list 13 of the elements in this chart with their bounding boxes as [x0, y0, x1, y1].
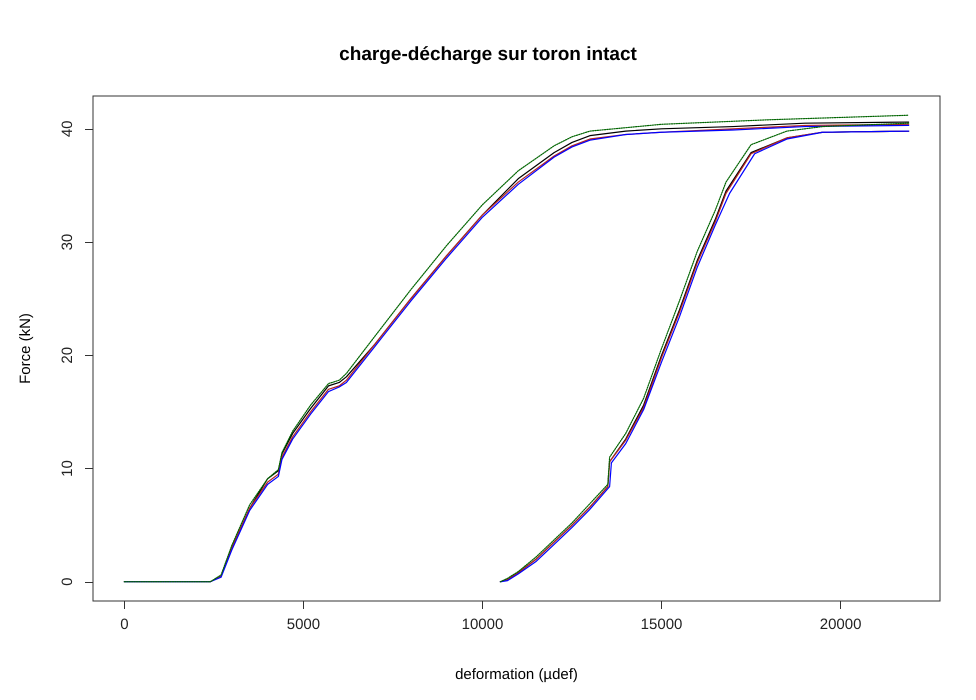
- x-tick-label: 0: [120, 616, 129, 633]
- x-tick-label: 5000: [286, 616, 320, 633]
- y-tick-label: 40: [59, 120, 76, 138]
- x-tick-label: 20000: [820, 616, 862, 633]
- chart-title: charge-décharge sur toron intact: [339, 44, 638, 65]
- x-tick-label: 15000: [640, 616, 682, 633]
- y-tick-label: 20: [59, 346, 76, 364]
- y-tick-label: 0: [59, 578, 76, 586]
- x-tick-label: 10000: [462, 616, 504, 633]
- y-axis-title: Force (kN): [17, 313, 34, 384]
- y-tick-label: 30: [59, 234, 76, 250]
- y-tick-label: 10: [59, 460, 76, 477]
- x-axis-title: deformation (µdef): [455, 666, 578, 683]
